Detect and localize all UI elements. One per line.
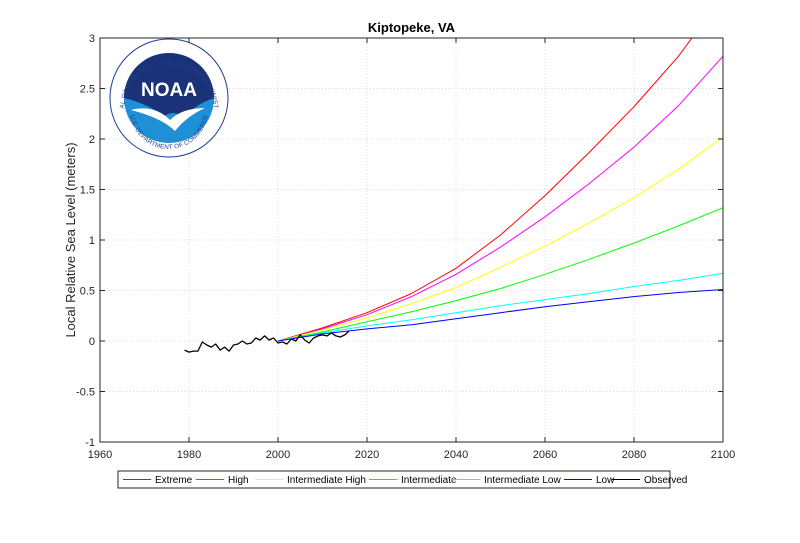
x-tick-label: 2000 (266, 449, 290, 461)
x-tick-label: 2100 (711, 449, 735, 461)
y-tick-label: 1.5 (80, 185, 95, 197)
x-tick-label: 2040 (444, 449, 468, 461)
legend-label: Intermediate (401, 475, 457, 486)
y-axis-title: Local Relative Sea Level (meters) (63, 142, 78, 337)
y-tick-label: 1 (89, 235, 95, 247)
series-line-intermediate (277, 207, 724, 342)
x-tick-label: 1960 (88, 449, 112, 461)
axis-ticks: 1960 1980 2000 2020 2040 2060 2080 2100 -1 -0.5 0 0… (76, 33, 735, 461)
series-line-high (277, 55, 724, 342)
legend-label: Observed (644, 475, 687, 486)
legend-label: Low (596, 475, 615, 486)
legend-label: High (228, 475, 249, 486)
y-tick-label: 2.5 (80, 84, 95, 96)
legend-item-extreme: Extreme (123, 475, 193, 486)
legend: Extreme High Intermediate High Intermediate… (117, 470, 687, 489)
y-tick-label: -1 (85, 437, 95, 449)
series-line-intermediate-high (277, 136, 724, 342)
legend-item-observed: Observed (612, 475, 687, 486)
noaa-logo: NOAA NATIONAL OCEANIC AND ATMOSPHERIC AD… (0, 0, 229, 158)
legend-label: Intermediate High (287, 475, 366, 486)
y-tick-label: 0 (89, 336, 95, 348)
series-line-intermediate-low (277, 272, 724, 342)
x-tick-label: 2020 (355, 449, 379, 461)
series-line-extreme (277, 37, 693, 342)
y-tick-label: -0.5 (76, 387, 95, 399)
legend-item-low: Low (564, 475, 615, 486)
y-tick-label: 2 (89, 134, 95, 146)
logo-word: NOAA (141, 80, 197, 101)
series-lines (184, 37, 724, 353)
x-tick-label: 1980 (177, 449, 201, 461)
legend-item-intermediate-low: Intermediate Low (452, 475, 561, 486)
x-tick-label: 2080 (622, 449, 646, 461)
chart-title: Kiptopeke, VA (368, 20, 456, 35)
legend-label: Intermediate Low (484, 475, 561, 486)
series-line-low (277, 289, 724, 342)
x-tick-label: 2060 (533, 449, 557, 461)
legend-label: Extreme (155, 475, 193, 486)
y-tick-label: 3 (89, 33, 95, 45)
legend-item-high: High (196, 475, 249, 486)
legend-item-intermediate-high: Intermediate High (255, 475, 366, 486)
grid (100, 38, 723, 442)
y-tick-label: 0.5 (80, 286, 95, 298)
legend-item-intermediate: Intermediate (369, 475, 457, 486)
series-line-observed (184, 330, 350, 353)
